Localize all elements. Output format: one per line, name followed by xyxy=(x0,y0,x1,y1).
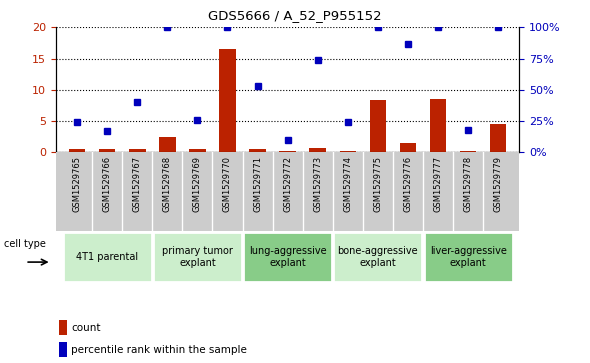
Text: bone-aggressive
explant: bone-aggressive explant xyxy=(337,246,418,268)
Bar xyxy=(189,149,206,152)
Text: percentile rank within the sample: percentile rank within the sample xyxy=(71,345,247,355)
Text: count: count xyxy=(71,323,101,333)
Text: GSM1529777: GSM1529777 xyxy=(434,156,442,212)
Text: GDS5666 / A_52_P955152: GDS5666 / A_52_P955152 xyxy=(208,9,382,22)
FancyBboxPatch shape xyxy=(243,232,332,282)
Text: GSM1529766: GSM1529766 xyxy=(103,156,112,212)
Text: GSM1529765: GSM1529765 xyxy=(73,156,81,212)
Bar xyxy=(490,124,506,152)
Text: liver-aggressive
explant: liver-aggressive explant xyxy=(430,246,506,268)
Bar xyxy=(430,99,446,152)
Text: GSM1529776: GSM1529776 xyxy=(404,156,412,212)
Text: GSM1529774: GSM1529774 xyxy=(343,156,352,212)
Bar xyxy=(250,149,266,152)
Bar xyxy=(219,49,236,152)
Text: GSM1529767: GSM1529767 xyxy=(133,156,142,212)
Bar xyxy=(369,101,386,152)
Bar xyxy=(69,149,86,152)
Text: GSM1529769: GSM1529769 xyxy=(193,156,202,212)
Bar xyxy=(159,137,176,152)
FancyBboxPatch shape xyxy=(424,232,513,282)
Bar xyxy=(339,151,356,152)
Bar xyxy=(279,151,296,152)
FancyBboxPatch shape xyxy=(63,232,152,282)
Bar xyxy=(460,151,476,152)
Bar xyxy=(59,320,67,335)
Text: cell type: cell type xyxy=(5,238,47,249)
Text: GSM1529775: GSM1529775 xyxy=(373,156,382,212)
Text: GSM1529779: GSM1529779 xyxy=(494,156,503,212)
Text: GSM1529768: GSM1529768 xyxy=(163,156,172,212)
FancyBboxPatch shape xyxy=(153,232,242,282)
Bar xyxy=(309,148,326,152)
Text: GSM1529773: GSM1529773 xyxy=(313,156,322,212)
Text: lung-aggressive
explant: lung-aggressive explant xyxy=(249,246,326,268)
Text: 4T1 parental: 4T1 parental xyxy=(76,252,138,262)
Bar xyxy=(399,143,416,152)
Text: GSM1529770: GSM1529770 xyxy=(223,156,232,212)
FancyBboxPatch shape xyxy=(333,232,422,282)
Text: primary tumor
explant: primary tumor explant xyxy=(162,246,233,268)
Text: GSM1529771: GSM1529771 xyxy=(253,156,262,212)
Bar xyxy=(129,149,146,152)
Bar xyxy=(59,342,67,357)
Text: GSM1529778: GSM1529778 xyxy=(464,156,473,212)
Bar xyxy=(99,149,116,152)
Text: GSM1529772: GSM1529772 xyxy=(283,156,292,212)
